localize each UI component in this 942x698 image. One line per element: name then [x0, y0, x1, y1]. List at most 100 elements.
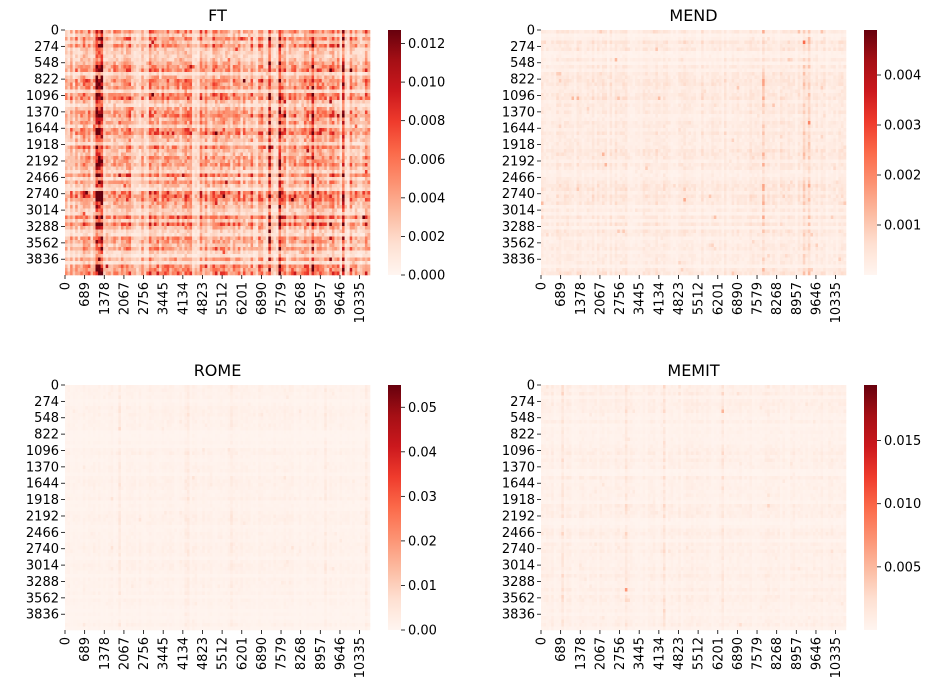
heatmap-cell — [149, 160, 152, 164]
heatmap-cell — [101, 69, 104, 73]
heatmap-cell — [111, 65, 114, 69]
heatmap-cell — [355, 97, 358, 101]
heatmap-cell — [78, 135, 81, 139]
heatmap-cell — [324, 132, 327, 136]
heatmap-cell — [179, 65, 182, 69]
heatmap-cell — [146, 79, 149, 83]
heatmap-cell — [296, 153, 299, 157]
heatmap-cell — [360, 62, 363, 66]
heatmap-cell — [154, 111, 157, 115]
heatmap-cell — [177, 146, 180, 150]
heatmap-cell — [347, 139, 350, 143]
heatmap-cell — [317, 163, 320, 167]
heatmap-cell — [101, 170, 104, 174]
heatmap-cell — [68, 97, 71, 101]
heatmap-cell — [263, 76, 266, 80]
heatmap-cell — [357, 163, 360, 167]
heatmap-cell — [223, 34, 226, 38]
heatmap-cell — [162, 107, 165, 111]
heatmap-cell — [111, 55, 114, 59]
heatmap-cell — [276, 76, 279, 80]
heatmap-cell — [215, 65, 218, 69]
heatmap-cell — [322, 170, 325, 174]
heatmap-cell — [113, 128, 116, 132]
heatmap-cell — [294, 51, 297, 55]
heatmap-cell — [271, 167, 274, 171]
heatmap-cell — [284, 79, 287, 83]
heatmap-cell — [162, 121, 165, 125]
heatmap-cell — [157, 146, 160, 150]
heatmap-cell — [111, 139, 114, 143]
heatmap-cell — [151, 121, 154, 125]
heatmap-cell — [228, 72, 231, 76]
heatmap-cell — [314, 86, 317, 90]
heatmap-cell — [187, 30, 190, 34]
heatmap-cell — [68, 93, 71, 97]
heatmap-cell — [347, 100, 350, 104]
heatmap-cell — [309, 97, 312, 101]
heatmap-cell — [113, 97, 116, 101]
heatmap-cell — [174, 156, 177, 160]
heatmap-cell — [365, 55, 368, 59]
heatmap-cell — [113, 104, 116, 108]
heatmap-cell — [207, 153, 210, 157]
heatmap-cell — [144, 156, 147, 160]
heatmap-cell — [96, 41, 99, 45]
heatmap-cell — [134, 93, 137, 97]
heatmap-cell — [151, 93, 154, 97]
heatmap-cell — [362, 90, 365, 94]
heatmap-cell — [334, 132, 337, 136]
heatmap-cell — [139, 107, 142, 111]
heatmap-cell — [151, 97, 154, 101]
heatmap-cell — [281, 79, 284, 83]
heatmap-cell — [78, 100, 81, 104]
heatmap-cell — [174, 104, 177, 108]
heatmap-cell — [202, 79, 205, 83]
heatmap-cell — [312, 76, 315, 80]
heatmap-cell — [197, 125, 200, 129]
heatmap-cell — [121, 65, 124, 69]
heatmap-cell — [228, 111, 231, 115]
heatmap-cell — [118, 62, 121, 66]
heatmap-cell — [268, 142, 271, 146]
heatmap-cell — [106, 125, 109, 129]
heatmap-cell — [75, 114, 78, 118]
heatmap-cell — [106, 146, 109, 150]
heatmap-cell — [126, 93, 129, 97]
heatmap-cell — [345, 48, 348, 52]
heatmap-cell — [273, 132, 276, 136]
heatmap-cell — [182, 135, 185, 139]
heatmap-cell — [103, 58, 106, 62]
heatmap-cell — [108, 83, 111, 87]
heatmap-cell — [187, 83, 190, 87]
heatmap-cell — [96, 132, 99, 136]
heatmap-cell — [96, 48, 99, 52]
heatmap-cell — [304, 58, 307, 62]
heatmap-cell — [149, 118, 152, 122]
heatmap-cell — [108, 128, 111, 132]
heatmap-cell — [228, 125, 231, 129]
heatmap-cell — [327, 160, 330, 164]
heatmap-cell — [312, 86, 315, 90]
heatmap-cell — [83, 125, 86, 129]
heatmap-cell — [177, 174, 180, 178]
heatmap-cell — [144, 90, 147, 94]
heatmap-cell — [256, 174, 259, 178]
heatmap-cell — [111, 149, 114, 153]
heatmap-cell — [207, 135, 210, 139]
heatmap-cell — [261, 104, 264, 108]
heatmap-cell — [233, 62, 236, 66]
heatmap-cell — [284, 37, 287, 41]
heatmap-cell — [113, 86, 116, 90]
heatmap-cell — [284, 83, 287, 87]
heatmap-cell — [126, 153, 129, 157]
heatmap-cell — [197, 41, 200, 45]
heatmap-cell — [159, 90, 162, 94]
heatmap-cell — [68, 41, 71, 45]
heatmap-cell — [129, 156, 132, 160]
heatmap-cell — [149, 132, 152, 136]
heatmap-cell — [223, 69, 226, 73]
heatmap-cell — [207, 55, 210, 59]
heatmap-cell — [139, 30, 142, 34]
heatmap-cell — [70, 55, 73, 59]
